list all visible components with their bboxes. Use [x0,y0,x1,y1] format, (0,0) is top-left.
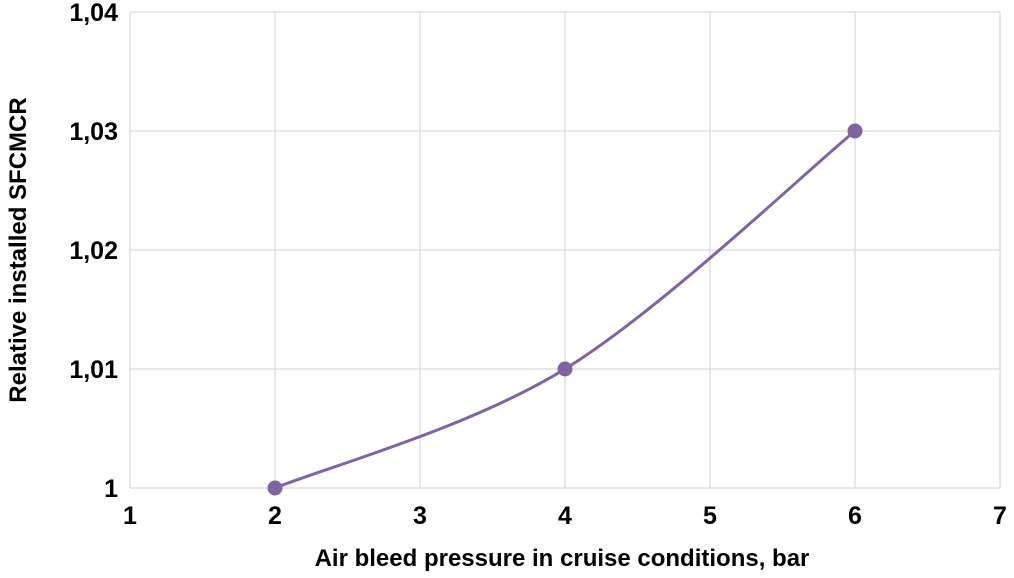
y-tick-label: 1,03 [69,118,118,146]
data-point [267,480,283,496]
x-tick-label: 7 [993,502,1007,530]
y-tick-label: 1 [104,475,118,503]
data-point [557,361,573,377]
x-tick-label: 5 [703,502,717,530]
y-tick-labels: 1 1,01 1,02 1,03 1,04 [69,0,118,503]
y-tick-label: 1,04 [69,0,118,27]
y-axis-title: Relative installed SFCMCR [5,97,32,402]
series-layer [267,123,863,496]
x-tick-label: 4 [558,502,572,530]
y-tick-label: 1,02 [69,237,118,265]
x-tick-labels: 1 2 3 4 5 6 7 [123,502,1007,530]
x-tick-label: 6 [848,502,862,530]
x-tick-label: 1 [123,502,137,530]
data-point [847,123,863,139]
x-axis-title: Air bleed pressure in cruise conditions,… [315,545,810,572]
y-tick-label: 1,01 [69,356,118,384]
x-tick-label: 3 [413,502,427,530]
grid-lines [129,11,1001,489]
x-tick-label: 2 [268,502,282,530]
